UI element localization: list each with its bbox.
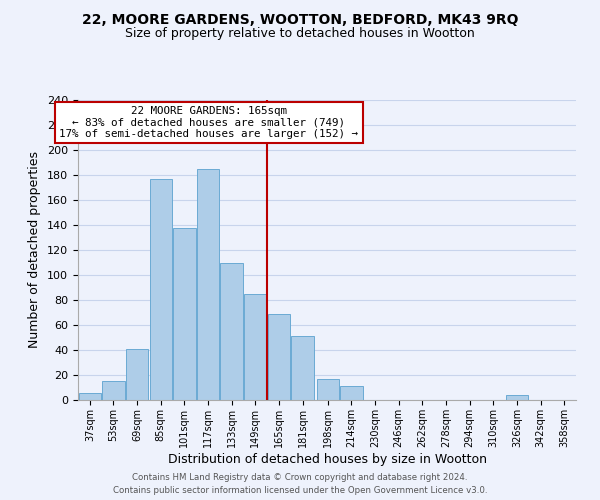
Text: Contains public sector information licensed under the Open Government Licence v3: Contains public sector information licen… (113, 486, 487, 495)
Bar (197, 169, 219, 400)
Y-axis label: Number of detached properties: Number of detached properties (28, 152, 41, 348)
Bar (126, 349, 148, 400)
Text: Contains HM Land Registry data © Crown copyright and database right 2024.: Contains HM Land Registry data © Crown c… (132, 472, 468, 482)
Bar (79, 392, 101, 400)
Bar (506, 395, 528, 400)
Text: 22 MOORE GARDENS: 165sqm
← 83% of detached houses are smaller (749)
17% of semi-: 22 MOORE GARDENS: 165sqm ← 83% of detach… (59, 106, 358, 139)
Bar (340, 386, 362, 400)
Bar (244, 294, 266, 400)
Bar (102, 381, 125, 400)
Text: Size of property relative to detached houses in Wootton: Size of property relative to detached ho… (125, 28, 475, 40)
Bar (173, 228, 196, 400)
Bar (317, 379, 339, 400)
Bar (149, 179, 172, 400)
Text: 22, MOORE GARDENS, WOOTTON, BEDFORD, MK43 9RQ: 22, MOORE GARDENS, WOOTTON, BEDFORD, MK4… (82, 12, 518, 26)
Bar (292, 336, 314, 400)
Bar (268, 314, 290, 400)
X-axis label: Distribution of detached houses by size in Wootton: Distribution of detached houses by size … (167, 452, 487, 466)
Bar (220, 262, 243, 400)
